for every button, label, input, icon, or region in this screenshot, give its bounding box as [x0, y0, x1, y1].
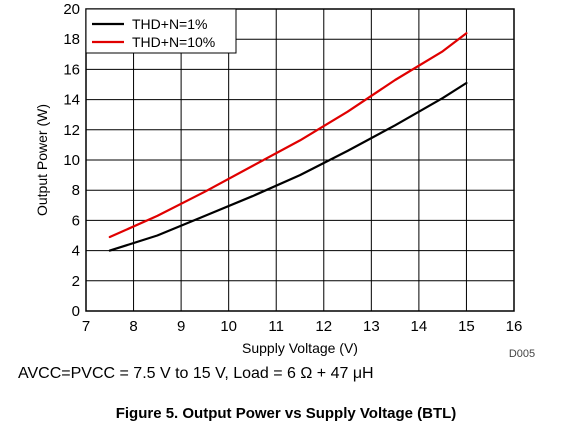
y-tick-label: 18	[63, 31, 80, 48]
figure-id-label: D005	[509, 348, 535, 360]
x-tick-label: 12	[315, 318, 332, 335]
y-tick-label: 4	[72, 243, 80, 260]
legend: THD+N=1% THD+N=10%	[85, 8, 237, 54]
series-lines	[108, 32, 468, 252]
figure-title: Figure 5. Output Power vs Supply Voltage…	[115, 405, 457, 422]
y-tick-label: 16	[63, 61, 80, 78]
x-tick-label: 16	[506, 318, 523, 335]
y-tick-label: 12	[63, 122, 80, 139]
x-tick-label: 13	[363, 318, 380, 335]
series-line-0	[108, 81, 468, 252]
x-tick-label: 14	[411, 318, 428, 335]
y-tick-label: 10	[63, 152, 80, 169]
test-conditions-caption: AVCC=PVCC = 7.5 V to 15 V, Load = 6 Ω + …	[18, 365, 374, 382]
tick-labels: 7 8 9 10 11 12 13 14 15 16 0 2 4 6 8 10 12 14 16 18 20	[63, 1, 522, 335]
x-tick-label: 10	[220, 318, 237, 335]
legend-label-thd-1: THD+N=1%	[132, 16, 207, 32]
grid-lines	[86, 9, 514, 311]
y-tick-label: 20	[63, 1, 80, 18]
x-tick-label: 15	[458, 318, 475, 335]
x-tick-label: 7	[82, 318, 90, 335]
x-tick-label: 8	[129, 318, 137, 335]
x-tick-label: 11	[268, 318, 284, 335]
y-tick-label: 8	[72, 182, 80, 199]
series-line-1	[108, 32, 468, 239]
x-axis-title: Supply Voltage (V)	[242, 340, 358, 356]
y-tick-label: 14	[63, 92, 80, 109]
x-tick-label: 9	[177, 318, 185, 335]
plot-frame	[85, 8, 515, 312]
legend-label-thd-10: THD+N=10%	[132, 34, 215, 50]
y-tick-label: 0	[72, 303, 80, 320]
legend-box	[85, 8, 237, 54]
y-axis-title: Output Power (W)	[34, 104, 50, 216]
y-tick-label: 2	[72, 273, 80, 290]
y-tick-label: 6	[72, 212, 80, 229]
output-power-chart: 7 8 9 10 11 12 13 14 15 16 0 2 4 6 8 10 12 14 16 18 20 Suppl…	[34, 1, 535, 360]
